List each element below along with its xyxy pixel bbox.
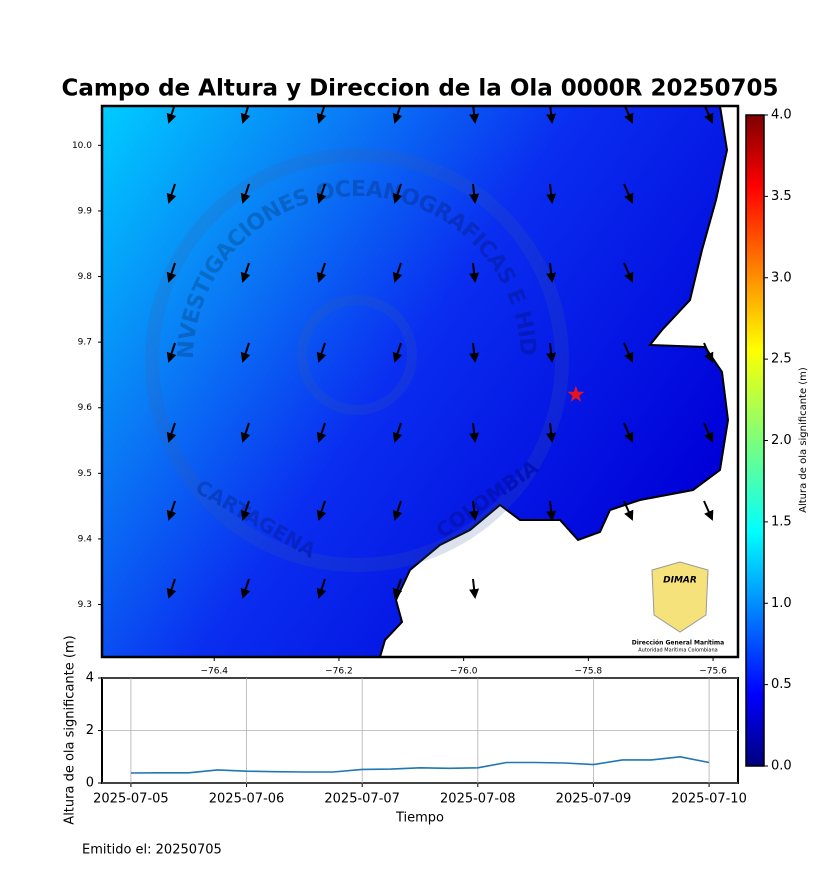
logo: DIMAR Dirección General Marítima Autorid…	[632, 561, 724, 654]
wave-arrow	[703, 500, 714, 521]
colorbar-tick-label: 1.0	[771, 596, 792, 611]
map-frame	[100, 104, 740, 659]
colorbar-tick-label: 3.5	[771, 189, 792, 204]
y-tick-label: 9.3	[78, 600, 92, 610]
wave-arrows	[166, 106, 714, 599]
logo-line1: Dirección General Marítima	[632, 640, 724, 647]
wave-arrow	[316, 422, 327, 443]
y-tick-label: 2	[86, 723, 94, 738]
wave-arrow	[546, 262, 557, 283]
y-axis-label: Altura de ola significante (m)	[63, 635, 78, 824]
wave-arrow	[469, 183, 480, 204]
x-tick-label: 2025-07-09	[556, 792, 632, 807]
wave-arrow	[469, 422, 480, 443]
y-tick-label: 9.5	[78, 469, 92, 479]
wave-arrow	[546, 183, 557, 204]
colorbar	[745, 114, 765, 767]
wave-arrow	[166, 578, 177, 599]
wave-arrow	[240, 500, 251, 521]
x-tick-label: −76.4	[200, 667, 228, 677]
station-marker	[567, 385, 585, 402]
x-tick-label: 2025-07-10	[671, 792, 747, 807]
x-tick-label: −75.8	[575, 667, 603, 677]
colorbar-tick-label: 1.5	[771, 514, 792, 529]
x-tick-label: 2025-07-06	[209, 792, 285, 807]
wave-arrow	[392, 342, 403, 363]
y-tick-label: 0	[86, 776, 94, 791]
colorbar-tick-label: 4.0	[771, 108, 792, 123]
x-tick-label: −76.2	[325, 667, 353, 677]
wave-arrow	[392, 500, 403, 521]
wave-arrow	[469, 342, 480, 363]
y-tick-label: 4	[86, 671, 94, 686]
wave-arrow	[240, 342, 251, 363]
wave-arrow	[623, 262, 634, 283]
wave-arrow	[240, 422, 251, 443]
y-tick-label: 9.9	[78, 206, 93, 216]
wave-arrow	[316, 342, 327, 363]
wave-arrow	[703, 422, 714, 443]
wave-arrow	[546, 500, 557, 521]
x-axis-label: Tiempo	[395, 811, 444, 826]
wave-arrow	[316, 183, 327, 204]
colorbar-label: Altura de ola significante (m)	[798, 367, 809, 513]
logo-line2: Autoridad Marítima Colombiana	[638, 647, 717, 654]
series-line	[130, 755, 710, 774]
y-tick-label: 10.0	[72, 141, 92, 151]
wave-arrow	[166, 183, 177, 204]
wave-arrow	[469, 262, 480, 283]
wave-arrow	[392, 262, 403, 283]
colorbar-tick-label: 2.5	[771, 352, 792, 367]
wave-arrow	[469, 500, 480, 521]
x-tick-label: −75.6	[699, 667, 727, 677]
wave-arrow	[240, 262, 251, 283]
wave-arrow	[703, 342, 714, 363]
wave-arrow	[316, 262, 327, 283]
wave-arrow	[623, 500, 634, 521]
chart-title: Campo de Altura y Direccion de la Ola 00…	[61, 76, 778, 102]
logo-name: DIMAR	[663, 576, 697, 586]
wave-arrow	[392, 422, 403, 443]
x-tick-label: 2025-07-05	[93, 792, 169, 807]
watermark-ring	[145, 148, 569, 572]
map-field: CENTRO DE INVESTIGACIONES OCEANOGRAFICAS…	[102, 106, 738, 657]
colorbar-tick-label: 0.5	[771, 677, 792, 692]
colorbar-tick-label: 2.0	[771, 433, 792, 448]
wave-arrow	[316, 500, 327, 521]
wave-arrow	[469, 578, 480, 599]
logo-shield	[651, 561, 709, 633]
colorbar-tick-label: 3.0	[771, 270, 792, 285]
y-tick-label: 9.4	[78, 534, 93, 544]
x-tick-label: 2025-07-07	[324, 792, 400, 807]
y-tick-label: 9.7	[78, 338, 92, 348]
x-tick-label: −76.0	[450, 667, 478, 677]
wave-arrow	[546, 342, 557, 363]
y-tick-label: 9.6	[78, 403, 93, 413]
x-tick-label: 2025-07-08	[440, 792, 516, 807]
y-tick-label: 9.8	[78, 272, 93, 282]
land	[378, 106, 738, 657]
colorbar-tick-label: 0.0	[771, 759, 792, 774]
footer: Emitido el: 20250705	[82, 843, 222, 858]
wave-arrow	[166, 500, 177, 521]
wave-arrow	[623, 342, 634, 363]
wave-arrow	[623, 422, 634, 443]
wave-arrow	[166, 262, 177, 283]
wave-arrow	[623, 183, 634, 204]
watermark-compass	[297, 295, 417, 415]
wave-arrow	[392, 183, 403, 204]
wave-arrow	[166, 422, 177, 443]
wave-arrow	[316, 578, 327, 599]
wave-arrow	[240, 578, 251, 599]
wave-arrow	[392, 578, 403, 599]
wave-arrow	[546, 422, 557, 443]
wave-arrow	[166, 342, 177, 363]
wave-arrow	[240, 183, 251, 204]
